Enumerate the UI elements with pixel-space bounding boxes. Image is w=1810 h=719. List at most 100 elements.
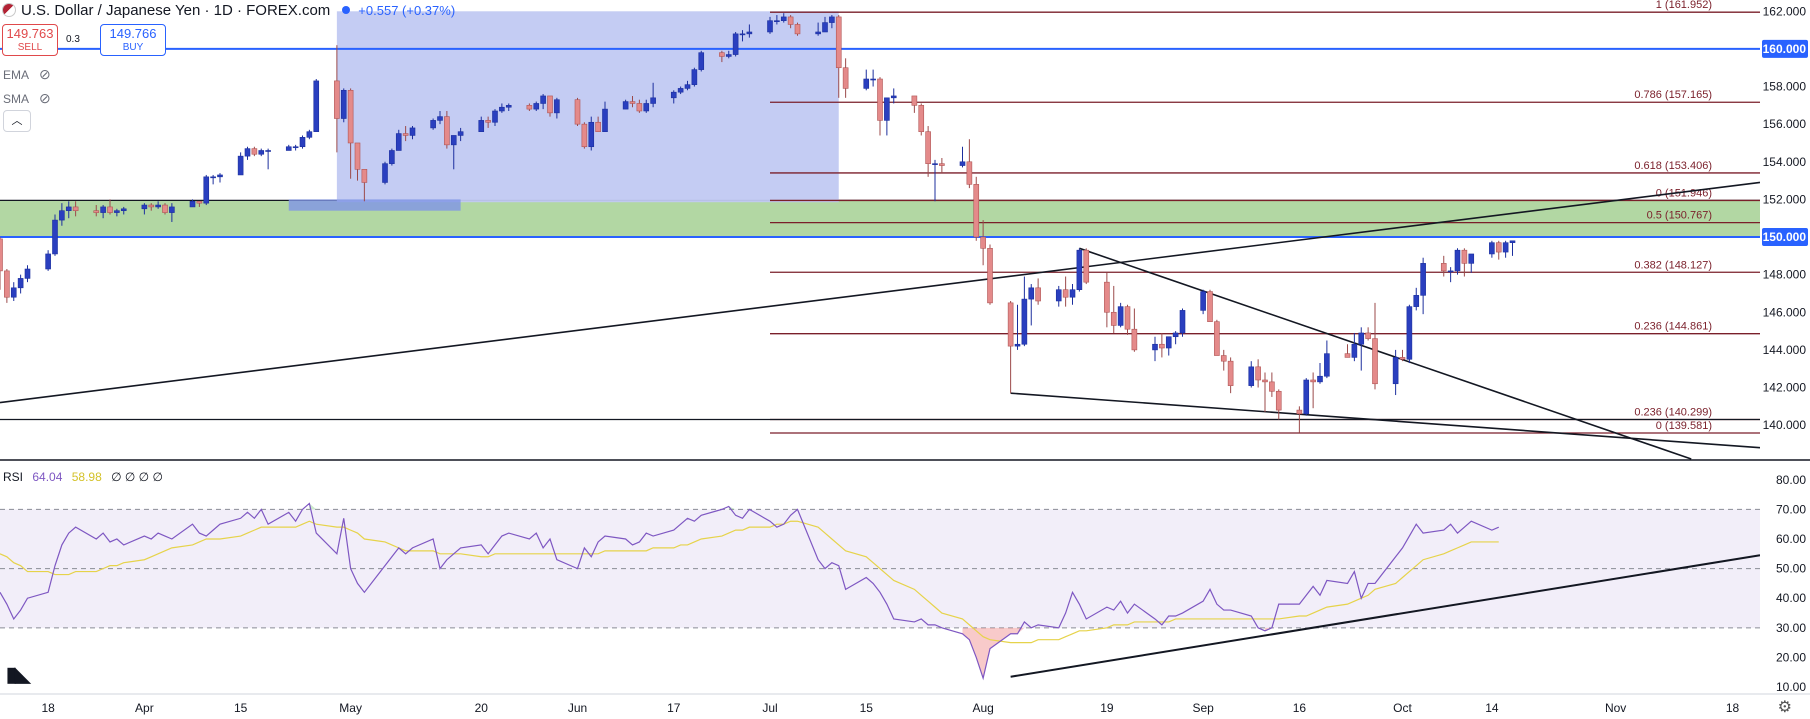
candle-body — [588, 121, 595, 148]
candle — [1131, 308, 1138, 352]
currency-flag-icon — [2, 3, 16, 17]
candle — [1007, 300, 1014, 394]
candle-body — [719, 52, 725, 57]
candle — [492, 109, 498, 127]
candle — [361, 169, 368, 202]
candle — [1214, 319, 1220, 356]
candle — [189, 199, 196, 208]
candle — [114, 208, 120, 217]
candle — [870, 69, 876, 87]
price-axis-tick: 146.000 — [1763, 305, 1807, 319]
candle — [1392, 349, 1399, 396]
candle — [547, 95, 553, 117]
candle-body — [1200, 291, 1206, 311]
candle — [1014, 304, 1021, 350]
candle-body — [1104, 281, 1110, 313]
candle — [677, 86, 684, 95]
candle — [1440, 255, 1447, 277]
candle-body — [835, 16, 842, 69]
chevron-up-icon[interactable]: ︿ — [3, 110, 31, 132]
candle — [505, 103, 512, 111]
candle-body — [526, 105, 533, 110]
trendline — [1079, 247, 1692, 460]
candle-body — [540, 95, 546, 104]
candle-body — [485, 120, 491, 123]
candle-body — [196, 200, 203, 204]
hidden-eye-icon[interactable]: ⊘ — [39, 66, 51, 82]
fib-level-label: 0.5 (150.767) — [1647, 210, 1712, 222]
candle-body — [162, 204, 168, 213]
candle-body — [59, 210, 65, 221]
candle — [382, 161, 388, 185]
candle-body — [787, 16, 794, 25]
candle-body — [1255, 366, 1261, 381]
candle — [1207, 289, 1213, 322]
candle — [911, 95, 918, 113]
candle — [1468, 253, 1475, 273]
fib-level-label: 0.236 (144.861) — [1634, 321, 1712, 333]
candle — [526, 103, 533, 111]
candle-body — [1069, 289, 1076, 298]
candle — [966, 139, 973, 189]
time-axis-label: 18 — [41, 701, 55, 715]
hidden-eye-icon[interactable]: ⊘ — [39, 90, 51, 106]
candle-body — [292, 146, 299, 149]
rsi-axis-bg — [1760, 461, 1810, 693]
tradingview-logo-icon[interactable]: ▮◣ — [6, 664, 30, 686]
buy-button[interactable]: 149.766 BUY — [100, 24, 166, 56]
candle — [258, 148, 265, 157]
candle-body — [1324, 353, 1330, 377]
candle — [72, 201, 79, 217]
candle-body — [780, 16, 787, 21]
candle-body — [45, 253, 51, 270]
candle — [574, 97, 581, 127]
sell-label: SELL — [17, 42, 43, 53]
candle-body — [636, 103, 643, 112]
indicator-sma[interactable]: SMA ⊘ — [3, 90, 51, 107]
candle-body — [794, 24, 801, 35]
candle — [251, 146, 258, 157]
gear-icon[interactable]: ⚙ — [1777, 699, 1792, 716]
candle-body — [547, 95, 553, 114]
candle — [787, 15, 794, 29]
rsi-axis-tick: 80.00 — [1776, 473, 1806, 487]
candle — [1028, 284, 1035, 326]
candle — [1062, 276, 1069, 307]
rsi-oversold-fill — [962, 627, 1272, 679]
candle — [485, 116, 491, 128]
candle-body — [244, 148, 251, 157]
spread-value: 0.3 — [66, 34, 80, 45]
candle-body — [939, 163, 945, 166]
candle-body — [437, 116, 443, 121]
rsi-legend[interactable]: RSI 64.04 58.98 ∅ ∅ ∅ ∅ — [3, 470, 163, 484]
candle-body — [1124, 306, 1131, 330]
candle — [691, 67, 698, 87]
candle — [1035, 278, 1041, 305]
candle — [629, 95, 636, 108]
indicator-ema[interactable]: EMA ⊘ — [3, 66, 51, 83]
candle — [203, 174, 210, 206]
candle — [354, 142, 361, 181]
candle-body — [52, 219, 58, 255]
rsi-null-values: ∅ ∅ ∅ ∅ — [111, 470, 163, 484]
market-status-dot-icon — [342, 6, 351, 14]
candle — [1152, 336, 1158, 362]
candle-body — [141, 204, 148, 210]
candle-body — [1035, 287, 1041, 302]
candle — [815, 22, 821, 36]
candle-body — [554, 99, 560, 114]
candle-body — [258, 150, 265, 155]
candle-body — [65, 206, 72, 211]
sell-button[interactable]: 149.763 SELL — [2, 24, 58, 56]
candle-body — [932, 163, 938, 165]
candle — [93, 205, 100, 217]
candle — [939, 158, 945, 174]
candle — [1262, 372, 1268, 412]
symbol-title[interactable]: U.S. Dollar / Japanese Yen · 1D · FOREX.… — [21, 1, 331, 19]
candle — [1124, 304, 1131, 335]
candle-body — [120, 208, 127, 211]
candle — [1447, 267, 1454, 283]
candle — [141, 203, 148, 215]
candle — [155, 201, 161, 209]
